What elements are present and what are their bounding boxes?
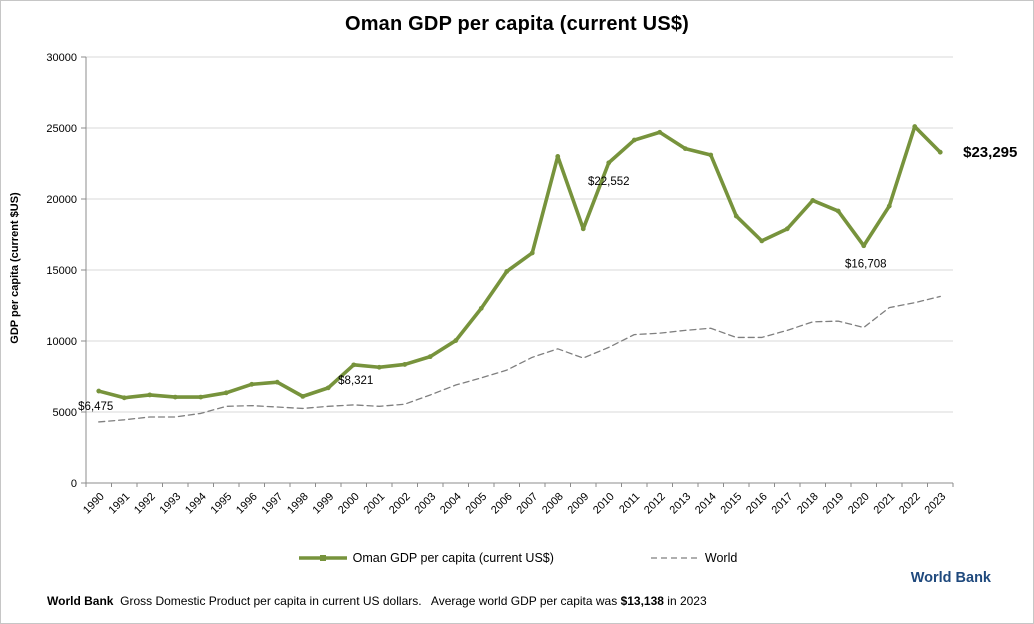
- oman-series-marker: [733, 213, 739, 219]
- legend-item-oman: Oman GDP per capita (current US$): [297, 551, 554, 565]
- x-tick-label: 1999: [311, 491, 337, 517]
- oman-series-marker: [861, 243, 867, 249]
- x-tick-label: 1995: [209, 491, 235, 517]
- annotation-label: $23,295: [963, 144, 1017, 161]
- legend-label: World: [704, 551, 738, 565]
- y-tick-label: 10000: [46, 336, 77, 348]
- x-tick-label: 2011: [617, 491, 642, 516]
- source-footnote: World Bank Gross Domestic Product per ca…: [47, 594, 707, 608]
- oman-series-marker: [606, 160, 612, 166]
- oman-series-marker: [427, 354, 433, 360]
- oman-series-line: [96, 124, 943, 400]
- oman-series-marker: [555, 154, 561, 159]
- world-bank-logo-text: World Bank: [910, 570, 991, 586]
- x-tick-label: 2001: [362, 491, 388, 517]
- y-tick-label: 5000: [53, 407, 77, 419]
- footnote-source: World Bank: [47, 594, 114, 608]
- oman-series-marker: [631, 137, 637, 143]
- x-tick-label: 2014: [693, 491, 719, 517]
- x-tick-label: 2020: [846, 491, 872, 517]
- x-tick-label: 2016: [744, 491, 770, 517]
- oman-series-marker: [376, 364, 382, 370]
- x-tick-label: 2002: [387, 491, 413, 517]
- y-tick-label: 25000: [46, 123, 77, 135]
- y-tick-label: 15000: [46, 265, 77, 277]
- x-tick-label: 2008: [540, 491, 566, 517]
- oman-series-marker: [121, 395, 127, 401]
- x-tick-label: 2006: [489, 491, 515, 517]
- x-tick-label: 2004: [438, 491, 464, 517]
- x-tick-label: 2019: [821, 491, 847, 517]
- oman-series-marker: [478, 305, 484, 311]
- legend-label: Oman GDP per capita (current US$): [352, 551, 554, 565]
- oman-series-marker: [937, 149, 943, 155]
- y-tick-label: 20000: [46, 194, 77, 206]
- oman-series-marker: [172, 394, 178, 400]
- legend-item-world: World: [649, 551, 737, 565]
- chart-legend: Oman GDP per capita (current US$) World: [1, 551, 1033, 565]
- oman-series-marker: [580, 226, 586, 232]
- footnote-text-end: in 2023: [663, 594, 707, 608]
- annotation-label: $8,321: [338, 375, 373, 387]
- x-tick-label: 1991: [107, 491, 133, 517]
- x-tick-label: 2021: [872, 491, 898, 517]
- x-tick-label: 1998: [285, 491, 311, 517]
- y-tick-label: 0: [71, 478, 77, 490]
- x-tick-label: 2000: [336, 491, 362, 517]
- oman-series-marker: [810, 198, 816, 203]
- oman-series-marker: [96, 388, 102, 394]
- oman-series-marker: [325, 385, 331, 391]
- oman-series-marker: [274, 379, 280, 385]
- x-tick-label: 2023: [923, 491, 949, 517]
- x-tick-label: 2010: [591, 491, 617, 517]
- x-tick-label: 1990: [81, 491, 107, 517]
- oman-series-marker: [300, 393, 306, 399]
- y-tick-label: 30000: [46, 52, 77, 64]
- oman-series-marker: [912, 124, 918, 129]
- x-tick-label: 2022: [897, 491, 923, 517]
- x-tick-label: 1997: [260, 491, 286, 517]
- x-tick-label: 1996: [234, 491, 260, 517]
- oman-series-marker: [708, 152, 714, 158]
- annotation-label: $6,475: [78, 401, 113, 413]
- oman-series-marker: [886, 203, 892, 209]
- annotation-label: $22,552: [588, 176, 630, 188]
- oman-series-marker: [759, 238, 765, 244]
- oman-series-marker: [784, 226, 790, 232]
- legend-line-sample: [298, 555, 347, 561]
- oman-series-marker: [453, 338, 459, 343]
- x-tick-label: 2005: [464, 491, 490, 517]
- oman-series-marker: [402, 362, 408, 367]
- x-tick-label: 2012: [642, 491, 668, 517]
- x-tick-label: 2017: [770, 491, 796, 517]
- x-tick-label: 2015: [719, 491, 745, 517]
- oman-series-marker: [835, 208, 841, 214]
- x-tick-label: 2009: [566, 491, 592, 517]
- footnote-value: $13,138: [620, 594, 664, 608]
- chart-title: Oman GDP per capita (current US$): [344, 13, 690, 35]
- oman-series-marker: [198, 394, 204, 400]
- x-tick-label: 1992: [132, 491, 158, 517]
- x-tick-label: 2007: [515, 491, 541, 517]
- x-tick-label: 1994: [183, 491, 209, 517]
- oman-series-marker: [504, 269, 510, 274]
- oman-series-marker: [249, 381, 255, 387]
- x-tick-label: 2003: [413, 491, 439, 517]
- oman-series-marker: [351, 362, 357, 368]
- footnote-text: Gross Domestic Product per capita in cur…: [113, 594, 621, 608]
- legend-line-sample: [650, 557, 699, 559]
- oman-series-marker: [657, 129, 663, 135]
- oman-series-marker: [682, 146, 688, 151]
- annotation-label: $16,708: [845, 259, 887, 271]
- x-tick-label: 2013: [668, 491, 694, 517]
- oman-series-marker: [529, 250, 535, 256]
- x-tick-label: 2018: [795, 491, 821, 517]
- oman-series-marker: [223, 390, 229, 396]
- x-tick-label: 1993: [158, 491, 184, 517]
- oman-series-marker: [147, 392, 153, 398]
- world-series-line: [98, 295, 941, 423]
